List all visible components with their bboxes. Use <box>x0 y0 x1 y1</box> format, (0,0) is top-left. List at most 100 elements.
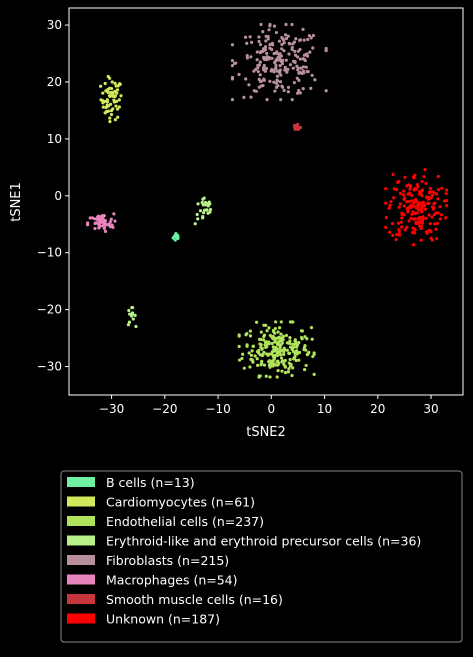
data-point <box>440 186 444 190</box>
data-point <box>273 60 277 64</box>
data-point <box>434 227 438 231</box>
data-point <box>264 374 268 378</box>
data-point <box>436 197 440 201</box>
data-point <box>260 359 264 363</box>
data-point <box>106 104 110 108</box>
data-point <box>384 201 388 205</box>
data-point <box>312 351 316 355</box>
data-point <box>258 42 263 47</box>
data-point <box>271 43 275 47</box>
data-point <box>245 56 249 60</box>
data-point <box>278 344 282 348</box>
data-point <box>267 56 271 60</box>
data-point <box>420 179 424 184</box>
y-tick-label: 20 <box>47 75 62 89</box>
data-point <box>85 223 90 227</box>
data-point <box>290 347 294 352</box>
data-point <box>112 212 116 216</box>
data-point <box>258 73 262 77</box>
data-point <box>397 228 401 232</box>
data-point <box>293 60 297 64</box>
data-point <box>402 204 406 208</box>
data-point <box>259 22 263 27</box>
data-point <box>413 197 418 202</box>
data-point <box>402 197 406 201</box>
data-point <box>252 89 256 93</box>
data-point <box>206 204 210 208</box>
data-point <box>127 308 131 313</box>
data-point <box>419 207 423 211</box>
data-point <box>305 337 309 341</box>
data-point <box>445 198 449 203</box>
data-point <box>418 189 422 193</box>
data-point <box>418 201 422 205</box>
data-point <box>410 212 414 216</box>
data-point <box>265 51 269 55</box>
data-point <box>230 77 235 81</box>
data-point <box>268 79 272 83</box>
data-point <box>297 78 301 82</box>
data-point <box>131 317 135 321</box>
data-point <box>266 37 270 41</box>
data-point <box>255 58 259 62</box>
legend-swatch <box>67 516 95 526</box>
data-point <box>249 40 254 44</box>
data-point <box>416 216 420 221</box>
data-point <box>284 36 289 41</box>
data-point <box>417 221 421 225</box>
data-point <box>389 200 393 204</box>
data-point <box>249 95 253 99</box>
data-point <box>283 65 287 69</box>
data-point <box>93 221 97 225</box>
data-point <box>310 73 314 77</box>
data-point <box>283 364 287 368</box>
legend-swatch <box>67 555 95 565</box>
data-point <box>111 91 115 95</box>
data-point <box>255 50 259 54</box>
data-point <box>415 211 419 215</box>
data-point <box>280 47 284 51</box>
data-point <box>324 46 328 51</box>
data-point <box>439 213 444 217</box>
data-point <box>173 238 177 242</box>
data-point <box>290 22 294 27</box>
data-point <box>302 38 306 42</box>
legend-label: Endothelial cells (n=237) <box>106 514 264 529</box>
data-point <box>423 203 427 207</box>
y-tick-label: 10 <box>47 132 62 146</box>
data-point <box>272 24 277 28</box>
data-point <box>420 188 424 192</box>
data-point <box>290 373 294 378</box>
data-point <box>115 107 120 111</box>
data-point <box>420 193 424 198</box>
data-point <box>97 225 101 230</box>
data-point <box>280 42 284 47</box>
data-point <box>288 336 292 340</box>
data-point <box>118 82 122 86</box>
data-point <box>391 233 395 238</box>
data-point <box>230 64 235 68</box>
data-point <box>306 37 310 42</box>
data-point <box>428 186 432 191</box>
data-point <box>411 175 415 179</box>
data-point <box>428 222 432 226</box>
data-point <box>282 347 287 352</box>
data-point <box>395 187 399 192</box>
data-point <box>274 63 278 67</box>
data-point <box>304 363 308 368</box>
data-point <box>293 355 297 359</box>
data-point <box>116 115 120 119</box>
data-point <box>313 78 317 82</box>
legend-swatch <box>67 477 95 487</box>
x-tick-label: 30 <box>423 402 438 416</box>
data-point <box>430 189 434 194</box>
data-point <box>412 217 416 221</box>
data-point <box>273 89 277 93</box>
data-point <box>257 39 261 44</box>
data-point <box>242 366 246 370</box>
data-point <box>274 81 278 85</box>
data-point <box>400 216 404 220</box>
data-point <box>292 81 296 85</box>
data-point <box>394 232 399 237</box>
